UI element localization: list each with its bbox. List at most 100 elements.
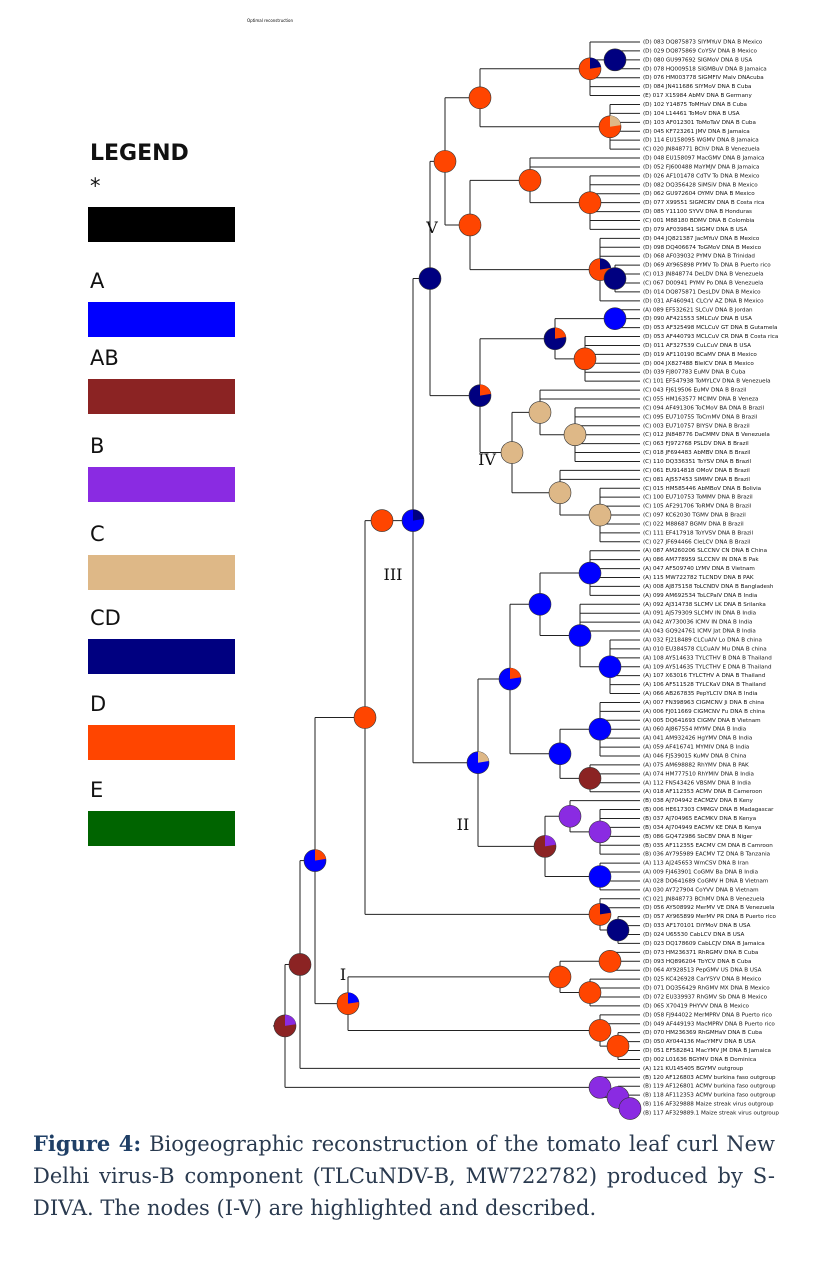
leaf-label: (B) 119 AF126801 ACMV burkina faso outgr… [643, 1084, 776, 1090]
leaf-label: (B) 117 AF329889.1 Maize streak virus ou… [643, 1111, 779, 1117]
leaf-label: (C) 018 JF694483 AbMBV DNA B Brazil [643, 450, 751, 456]
state-pie [598, 949, 622, 973]
leaf-label: (A) 009 FJ463901 CoGMV Ba DNA B India [643, 870, 758, 876]
state-pie-slice [510, 668, 521, 680]
state-pie [588, 865, 612, 888]
legend-swatch [88, 302, 235, 337]
leaf-label: (C) 110 DQ336351 ToYSV DNA B Brazil [643, 459, 752, 465]
legend-title: LEGEND [90, 141, 189, 166]
state-pie [518, 169, 542, 192]
state-pie [458, 213, 482, 237]
leaf-label: (C) 094 AF491306 ToCMoV BA DNA B Brazil [643, 405, 765, 411]
leaf-label: (D) 026 AF101478 CdTV To DNA B Mexico [643, 173, 760, 179]
legend-swatch [88, 639, 235, 674]
state-pie [603, 307, 627, 330]
state-pie [588, 717, 612, 741]
leaf-label: (A) 006 FJ011669 CIGMCNV Fu DNA B china [643, 709, 765, 715]
legend-label: AB [90, 346, 119, 370]
state-pie [578, 981, 602, 1004]
leaf-label: (D) 031 AF460941 CLCrV AZ DNA B Mexico [643, 298, 764, 304]
state-pie [288, 953, 312, 976]
leaf-label: (C) 043 FJ619506 EuMV DNA B Brazil [643, 388, 747, 394]
caption-text: Biogeographic reconstruction of the toma… [33, 1132, 775, 1220]
state-pie-slice [413, 509, 424, 521]
state-pie-slice [610, 115, 621, 127]
state-pie [418, 267, 442, 290]
leaf-label: (A) 066 AB267835 PepYLCIV DNA B India [643, 691, 758, 697]
leaf-label: (A) 106 AF511528 TYLCKaV DNA B Thailand [643, 682, 766, 688]
state-pie-slice [590, 57, 601, 69]
leaf-label: (A) 113 AJ245653 WmCSV DNA B Iran [643, 861, 749, 867]
leaf-label: (A) 091 AJ579309 SLCMV IN DNA B India [643, 611, 756, 617]
leaf-label: (C) 001 M88180 BDMV DNA B Colombia [643, 218, 754, 224]
leaf-label: (D) 002 L01636 BGYMV DNA B Dominica [643, 1057, 756, 1063]
state-pie-slice [478, 751, 489, 763]
leaf-label: (B) 036 AY795989 EACMV TZ DNA B Tanzania [643, 852, 770, 858]
leaf-label: (C) 020 JN848771 BChV DNA B Venezuela [643, 147, 760, 153]
leaf-label: (D) 068 AF039032 PYMV DNA B Trinidad [643, 254, 755, 260]
leaf-label: (D) 023 DQ178609 CabLCJV DNA B Jamaica [643, 941, 765, 947]
leaf-label: (D) 114 EU158095 WGMV DNA B Jamaica [643, 138, 759, 144]
leaf-label: (D) 024 U65530 CabLCV DNA B USA [643, 932, 745, 938]
leaf-label: (B) 006 HE617303 CMMGV DNA B Madagascar [643, 807, 774, 813]
leaf-label: (C) 101 EF547938 ToMYLCV DNA B Venezuela [643, 379, 771, 385]
state-pie [563, 423, 587, 447]
leaf-label: (A) 042 AY730036 ICMV IN DNA B India [643, 620, 752, 626]
leaf-label: (D) 004 JX827488 BleICV DNA B Mexico [643, 361, 754, 367]
leaf-label: (D) 102 Y14875 ToMHaV DNA B Cuba [643, 102, 747, 108]
state-pie [603, 267, 627, 290]
leaf-label: (C) 100 EU710753 ToMMV DNA B Brazil [643, 495, 753, 501]
leaf-label: (C) 012 JN848776 DaCMMV DNA B Venezuela [643, 432, 770, 438]
legend-swatch [88, 555, 235, 590]
leaf-label: (D) 053 AF325498 MCLCuV GT DNA B Gutamel… [643, 325, 777, 331]
legend-label: CD [90, 606, 121, 630]
leaf-label: (D) 079 AF039841 SIGMV DNA B USA [643, 227, 748, 233]
legend-label: * [90, 174, 101, 198]
leaf-label: (C) 063 FJ972768 PSLDV DNA B Brazil [643, 441, 749, 447]
legend-label: A [90, 269, 105, 293]
leaf-label: (A) 108 AY514633 TYLCTHV B DNA B Thailan… [643, 655, 772, 661]
leaf-label: (A) 047 AF509740 LYMV DNA B Vietnam [643, 566, 755, 572]
leaf-label: (A) 075 AM698882 RhYMV DNA B PAK [643, 762, 749, 768]
caption: Figure 4: Biogeographic reconstruction o… [33, 1128, 775, 1224]
leaf-label: (D) 083 DQ875873 SIYMYuV DNA B Mexico [643, 40, 763, 46]
leaf-label: (D) 051 EF582841 MacYMV JM DNA B Jamaica [643, 1048, 771, 1054]
state-pie [573, 347, 597, 371]
leaf-label: (D) 052 FJ600488 MaYMJV DNA B Jamaica [643, 164, 759, 170]
leaf-label: (A) 007 FN398963 CIGMCNV Ji DNA B china [643, 700, 764, 706]
leaf-label: (C) 003 EU710757 BIYSV DNA B Brazil [643, 423, 750, 429]
leaf-label: (C) 081 AJ557453 SIMMV DNA B Brazil [643, 477, 750, 483]
leaf-label: (A) 099 AM692534 ToLCPalV DNA B India [643, 593, 757, 599]
leaf-label: (B) 086 GQ472986 SbCBV DNA B Niger [643, 834, 753, 840]
leaf-label: (A) 086 AM778959 SLCCNV IN DNA B Pak [643, 557, 759, 563]
leaf-label: (A) 008 AJ875158 ToLCNDV DNA B Banglades… [643, 584, 774, 590]
state-pie [618, 1097, 642, 1120]
leaf-label: (D) 039 FJ807783 EuMV DNA B Cuba [643, 370, 746, 376]
leaf-label: (D) 071 DQ356429 RhGMV MX DNA B Mexico [643, 986, 770, 992]
legend-label: E [90, 778, 103, 802]
state-pie [548, 481, 572, 505]
leaf-label: (D) 064 AY928513 PepGMV US DNA B USA [643, 968, 762, 974]
leaf-label: (D) 045 KF723261 JMV DNA B Jamaica [643, 129, 750, 135]
state-pie [588, 820, 612, 844]
node-label: IV [478, 450, 496, 469]
leaf-label: (D) 103 AF012301 ToMoTaV DNA B Cuba [643, 120, 756, 126]
state-pie-slice [600, 903, 611, 915]
leaf-label: (D) 077 X99551 SIGMCRV DNA B Costa rica [643, 200, 764, 206]
legend-swatch [88, 811, 235, 846]
leaf-label: (A) 030 AY727904 CoYVV DNA B Vietnam [643, 887, 759, 893]
leaf-label: (A) 043 GQ924761 ICMV Jat DNA B India [643, 629, 756, 635]
leaf-label: (D) 069 AY965898 PYMV To DNA B Puerto ri… [643, 263, 771, 269]
leaf-label: (D) 033 AF170101 DiYMoV DNA B USA [643, 923, 751, 929]
leaf-label: (A) 046 FJ539015 KuMV DNA B China [643, 754, 746, 760]
leaf-label: (D) 093 HQ896204 TbYCV DNA B Cuba [643, 959, 751, 965]
leaf-label: (A) 115 MW722782 TLCNDV DNA B PAK [643, 575, 754, 581]
leaf-label: (C) 015 HM585446 AbMBoV DNA B Bolivia [643, 486, 761, 492]
state-pie [578, 767, 602, 790]
state-pie [598, 655, 622, 679]
leaf-label: (D) 049 AF449193 MacMPRV DNA B Puerto ri… [643, 1021, 775, 1027]
state-pie [500, 441, 524, 464]
leaf-label: (B) 037 AJ704965 EACMKV DNA B Kenya [643, 816, 756, 822]
leaf-label: (D) 065 X70419 PHYVV DNA B Mexico [643, 1003, 750, 1009]
